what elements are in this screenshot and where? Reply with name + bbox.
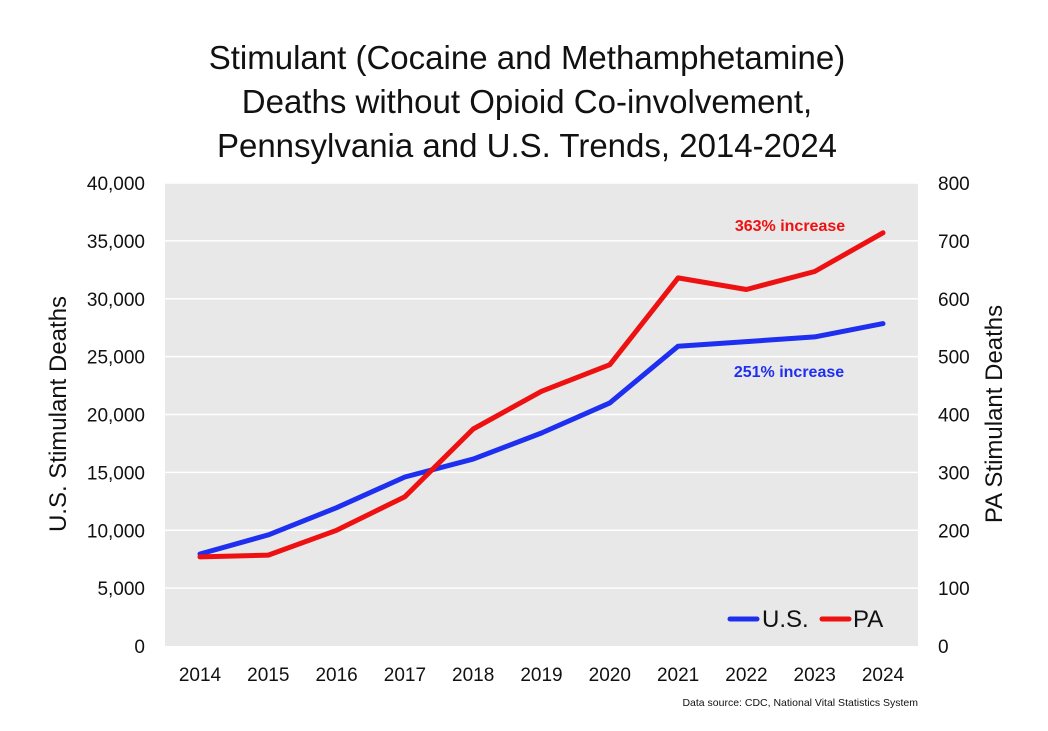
right-tick-label: 0: [938, 637, 949, 658]
legend: U.S. PA: [727, 606, 883, 633]
right-tick-label: 600: [938, 290, 970, 311]
left-tick-label: 15,000: [87, 463, 145, 484]
left-tick-label: 35,000: [87, 232, 145, 253]
left-axis-ticks: 0 5,000 10,000 15,000 20,000 25,000 30,000 35,0…: [87, 174, 145, 658]
series-lines: [197, 230, 886, 560]
left-tick-label: 0: [134, 637, 145, 658]
left-tick-label: 10,000: [87, 521, 145, 542]
legend-us-label: U.S.: [762, 606, 809, 633]
x-tick-label: 2024: [862, 665, 905, 686]
title-line-3: Pennsylvania and U.S. Trends, 2014-2024: [217, 127, 837, 164]
right-tick-label: 400: [938, 406, 970, 427]
x-tick-label: 2020: [589, 665, 631, 686]
x-tick-label: 2014: [179, 665, 222, 686]
x-tick-label: 2016: [315, 665, 357, 686]
left-tick-label: 5,000: [97, 579, 145, 600]
data-source-note: Data source: CDC, National Vital Statist…: [682, 697, 918, 709]
title-line-1: Stimulant (Cocaine and Methamphetamine): [209, 39, 846, 76]
left-axis-label: U.S. Stimulant Deaths: [45, 296, 72, 532]
right-tick-label: 200: [938, 521, 970, 542]
right-tick-label: 100: [938, 579, 970, 600]
chart-title: Stimulant (Cocaine and Methamphetamine) …: [209, 39, 846, 164]
right-axis-ticks: 0 100 200 300 400 500 600 700 800: [938, 174, 970, 658]
x-tick-label: 2017: [384, 665, 426, 686]
left-tick-label: 20,000: [87, 406, 145, 427]
x-tick-label: 2021: [657, 665, 699, 686]
right-tick-label: 300: [938, 463, 970, 484]
gridlines: [165, 182, 918, 589]
pa-increase-annotation: 363% increase: [735, 218, 845, 235]
left-tick-label: 30,000: [87, 290, 145, 311]
x-tick-label: 2019: [520, 665, 562, 686]
x-axis-ticks: 2014 2015 2016 2017 2018 2019 2020 2021 2022 2023…: [179, 665, 905, 686]
series-line-pa: [197, 230, 886, 560]
right-axis-label: PA Stimulant Deaths: [981, 305, 1008, 523]
x-tick-label: 2023: [794, 665, 836, 686]
series-line-us: [197, 321, 886, 557]
x-tick-label: 2015: [247, 665, 289, 686]
x-tick-label: 2022: [725, 665, 767, 686]
right-tick-label: 800: [938, 174, 970, 195]
legend-pa-label: PA: [853, 606, 883, 633]
left-tick-label: 25,000: [87, 348, 145, 369]
right-tick-label: 700: [938, 232, 970, 253]
right-tick-label: 500: [938, 348, 970, 369]
left-tick-label: 40,000: [87, 174, 145, 195]
title-line-2: Deaths without Opioid Co-involvement,: [242, 83, 812, 120]
us-increase-annotation: 251% increase: [734, 364, 844, 381]
x-tick-label: 2018: [452, 665, 494, 686]
